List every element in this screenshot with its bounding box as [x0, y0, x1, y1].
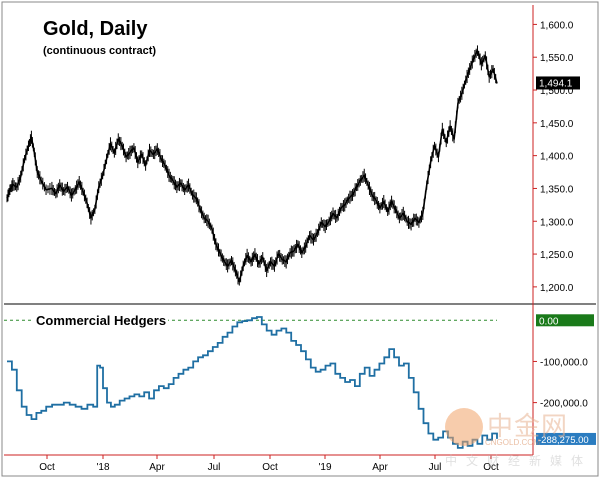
hedgers-panel-title: Commercial Hedgers	[34, 313, 169, 328]
hedgers-last-value-badge	[536, 432, 596, 445]
watermark-circle-icon	[445, 408, 483, 446]
x-tick-label: Apr	[149, 462, 165, 473]
chart-subtitle: (continuous contract)	[43, 45, 157, 57]
gold-y-tick-label: 1,350.0	[540, 184, 574, 195]
gold-y-tick-label: 1,450.0	[540, 119, 574, 130]
watermark-subtitle: 中文财经新媒体	[445, 454, 593, 468]
gold-y-tick-label: 1,550.0	[540, 53, 574, 64]
tick-labels-layer: 1,200.0 1,250.0 1,300.0 1,350.0 1,400.0 1,450…	[39, 20, 589, 473]
hedgers-zero-badge	[536, 314, 594, 327]
x-tick-label: Apr	[372, 462, 388, 473]
hedgers-last-value-label: -288,275.00	[538, 435, 589, 446]
gold-last-value-badge	[536, 76, 580, 90]
gold-series-layer	[6, 45, 498, 286]
x-tick-label: '19	[318, 462, 331, 473]
watermark-english: CNGOLD.COM	[485, 438, 541, 447]
x-tick-label: Oct	[483, 462, 499, 473]
axes-layer	[4, 5, 596, 459]
gold-y-tick-label: 1,250.0	[540, 250, 574, 261]
gold-y-tick-label: 1,200.0	[540, 283, 574, 294]
gold-y-tick-label: 1,500.0	[540, 86, 574, 97]
gold-y-tick-label: 1,400.0	[540, 152, 574, 163]
hedgers-zero-label: 0.00	[539, 316, 559, 327]
x-tick-label: '18	[96, 462, 109, 473]
x-tick-label: Oct	[262, 462, 278, 473]
x-tick-label: Jul	[208, 462, 221, 473]
x-tick-label: Oct	[39, 462, 55, 473]
gold-y-tick-label: 1,600.0	[540, 20, 574, 31]
chart-title: Gold, Daily	[43, 18, 148, 40]
gold-last-value-label: 1,494.1	[539, 78, 573, 89]
hedgers-line	[7, 316, 498, 449]
x-tick-label: Jul	[429, 462, 442, 473]
watermark-chinese: 中金网	[487, 412, 569, 442]
hedgers-series-layer	[4, 316, 498, 449]
hedgers-y-tick-label: -200,000.0	[540, 399, 588, 410]
gold-y-tick-label: 1,300.0	[540, 217, 574, 228]
watermark-logo: 中金网 CNGOLD.COM 中文财经新媒体	[445, 404, 595, 470]
hedgers-y-tick-label: -100,000.0	[540, 357, 588, 368]
